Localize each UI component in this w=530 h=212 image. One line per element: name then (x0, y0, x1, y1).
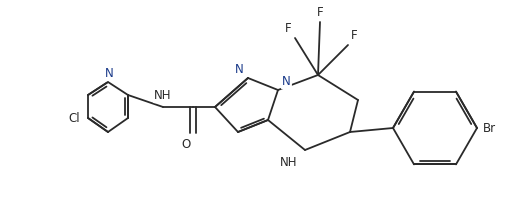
Text: Br: Br (483, 121, 496, 134)
Text: N: N (104, 67, 113, 80)
Text: N: N (235, 63, 244, 76)
Text: F: F (285, 22, 292, 35)
Text: F: F (351, 29, 358, 42)
Text: Cl: Cl (68, 112, 80, 124)
Text: O: O (182, 138, 191, 151)
Text: NH: NH (279, 156, 297, 169)
Text: N: N (282, 75, 291, 88)
Text: F: F (317, 6, 323, 19)
Text: NH: NH (154, 89, 172, 102)
